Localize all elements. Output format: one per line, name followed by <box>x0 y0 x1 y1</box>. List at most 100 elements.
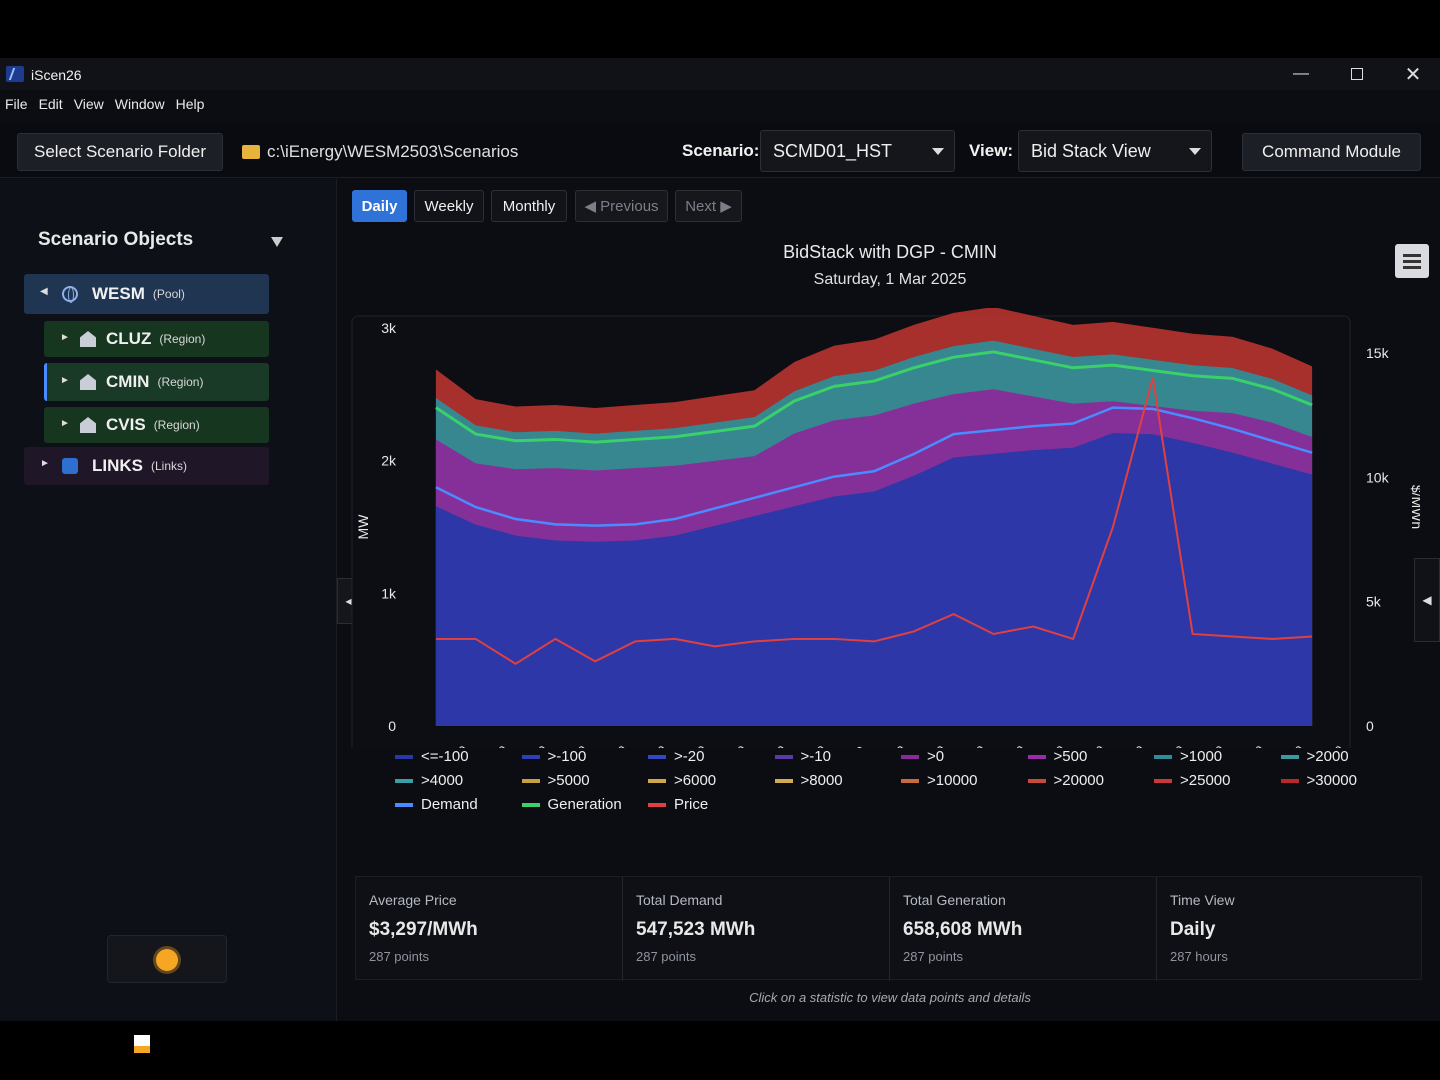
menu-window[interactable]: Window <box>114 96 165 112</box>
chart-subtitle: Saturday, 1 Mar 2025 <box>813 271 967 288</box>
legend-swatch <box>901 778 919 783</box>
legend-item[interactable]: <=-100 <box>395 748 469 765</box>
stat-total-generation[interactable]: Total Generation 658,608 MWh 287 points <box>890 877 1157 981</box>
legend-swatch <box>521 754 540 759</box>
command-module-button[interactable]: Command Module <box>1242 133 1421 171</box>
collapse-caret-icon[interactable] <box>271 237 283 247</box>
tree-item-wesm[interactable]: ◀ WESM (Pool) <box>24 274 269 314</box>
stat-total-demand[interactable]: Total Demand 547,523 MWh 287 points <box>623 877 890 981</box>
sidebar-title: Scenario Objects <box>38 229 194 250</box>
links-icon <box>62 458 78 474</box>
legend-swatch <box>1280 754 1299 759</box>
legend-swatch <box>395 754 413 759</box>
menu-view[interactable]: View <box>73 96 104 112</box>
legend-item[interactable]: Price <box>648 796 708 813</box>
legend-label: >10000 <box>927 772 978 789</box>
menu-file[interactable]: File <box>5 96 28 112</box>
legend-label: >2000 <box>1306 748 1349 765</box>
stat-label: Average Price <box>369 892 457 908</box>
scenario-label: Scenario: <box>682 141 760 160</box>
expand-arrow-icon[interactable]: ► <box>40 458 50 469</box>
chart-menu-button[interactable] <box>1395 244 1429 278</box>
legend-label: >25000 <box>1180 772 1231 789</box>
stat-average-price[interactable]: Average Price $3,297/MWh 287 points <box>356 877 623 981</box>
y-axis-label: MW <box>355 514 371 540</box>
legend-item[interactable]: >10000 <box>901 772 977 789</box>
tree-item-type: (Region) <box>159 332 206 346</box>
app-logo-icon <box>6 66 24 82</box>
legend-item[interactable]: Demand <box>395 796 478 813</box>
tab-monthly[interactable]: Monthly <box>491 190 567 222</box>
expand-arrow-icon[interactable]: ► <box>60 375 70 386</box>
select-scenario-folder-button[interactable]: Select Scenario Folder <box>17 133 223 171</box>
maximize-icon <box>1351 68 1363 80</box>
expand-arrow-icon[interactable]: ◀ <box>40 286 48 297</box>
tab-daily[interactable]: Daily <box>352 190 407 222</box>
stat-time-view[interactable]: Time View Daily 287 hours <box>1157 877 1422 981</box>
series-demand-line <box>435 406 1313 527</box>
legend-item[interactable]: >8000 <box>774 772 843 789</box>
next-button[interactable]: Next ▶ <box>675 190 742 222</box>
sidebar: Scenario Objects ◀ WESM (Pool) ► CLUZ (R… <box>0 179 337 1021</box>
legend-item[interactable]: >4000 <box>395 772 463 789</box>
legend-swatch <box>1027 754 1046 759</box>
legend-item[interactable]: >5000 <box>521 772 590 789</box>
legend-item[interactable]: >20000 <box>1027 772 1104 789</box>
view-select[interactable]: Bid Stack View <box>1018 130 1212 172</box>
legend-item[interactable]: Generation <box>521 796 622 813</box>
tree-item-name: LINKS <box>92 456 143 475</box>
tree-item-name: WESM <box>92 284 145 303</box>
legend-item[interactable]: >25000 <box>1154 772 1230 789</box>
folder-icon <box>242 145 260 159</box>
chevron-down-icon <box>1189 148 1201 155</box>
y2-tick-label: 10k <box>1366 469 1390 485</box>
legend-item[interactable]: >1000 <box>1154 748 1222 765</box>
scenario-select[interactable]: SCMD01_HST <box>760 130 955 172</box>
legend-item[interactable]: >0 <box>901 748 944 765</box>
menu-help[interactable]: Help <box>175 96 205 112</box>
y-tick-label: 0 <box>388 718 396 734</box>
legend-swatch <box>521 778 540 783</box>
legend-item[interactable]: >2000 <box>1280 748 1349 765</box>
menu-edit[interactable]: Edit <box>38 96 63 112</box>
tree-item-cvis[interactable]: ► CVIS (Region) <box>44 407 269 443</box>
legend-item[interactable]: >6000 <box>648 772 716 789</box>
expand-arrow-icon[interactable]: ► <box>60 332 70 343</box>
collapse-right-panel-button[interactable]: ◀ <box>1414 558 1440 642</box>
legend-item[interactable]: >-10 <box>774 748 831 765</box>
legend-label: >-10 <box>800 748 831 765</box>
y-tick-label: 1k <box>381 585 397 601</box>
legend-label: <=-100 <box>421 748 469 765</box>
tree-item-type: (Region) <box>153 418 200 432</box>
chevron-down-icon <box>932 148 944 155</box>
legend-item[interactable]: >30000 <box>1280 772 1357 789</box>
tab-weekly[interactable]: Weekly <box>414 190 484 222</box>
stats-panel: Average Price $3,297/MWh 287 points Tota… <box>355 876 1422 981</box>
chart-title: BidStack with DGP - CMIN <box>783 242 997 262</box>
theme-toggle-button[interactable] <box>107 935 227 983</box>
chevron-left-icon: ◀ <box>1422 593 1432 607</box>
taskbar-app-icon[interactable] <box>134 1035 150 1053</box>
legend-item[interactable]: >500 <box>1027 748 1088 765</box>
maximize-button[interactable] <box>1329 58 1385 90</box>
tree-item-name: CLUZ <box>106 329 152 348</box>
y2-tick-label: 15k <box>1366 345 1390 361</box>
tree-item-links[interactable]: ► LINKS (Links) <box>24 447 269 485</box>
previous-button[interactable]: ◀ Previous <box>575 190 668 222</box>
tree-item-cluz[interactable]: ► CLUZ (Region) <box>44 321 269 357</box>
legend-label: >500 <box>1053 748 1088 765</box>
legend-label: >0 <box>927 748 945 765</box>
tree-item-cmin[interactable]: ► CMIN (Region) <box>44 363 269 401</box>
tree-item-name: CVIS <box>106 415 146 434</box>
tree-item-name: CMIN <box>106 372 150 391</box>
close-button[interactable]: ✕ <box>1385 58 1440 90</box>
legend-swatch <box>648 754 666 759</box>
minimize-button[interactable]: — <box>1273 58 1329 90</box>
legend-item[interactable]: >-100 <box>521 748 586 765</box>
legend-swatch <box>901 754 919 759</box>
legend-swatch <box>1027 778 1046 783</box>
expand-arrow-icon[interactable]: ► <box>60 418 70 429</box>
tree-item-type: (Links) <box>151 459 188 473</box>
legend-item[interactable]: >-20 <box>648 748 704 765</box>
legend-label: Price <box>674 796 709 813</box>
